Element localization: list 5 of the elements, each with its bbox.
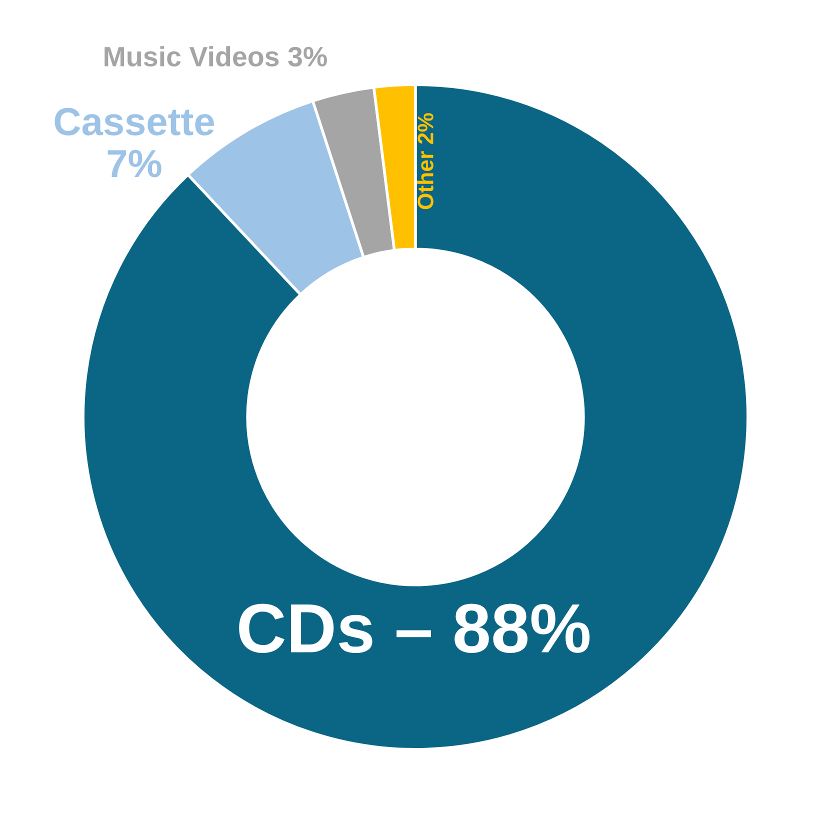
data-label: 7% [108,150,162,178]
slice-label: CDs – 88% [239,604,590,653]
slice-label: Cassette [54,108,214,136]
slice-label: Music Videos 3% [104,46,327,67]
slice-label: Other 2% [417,113,434,210]
